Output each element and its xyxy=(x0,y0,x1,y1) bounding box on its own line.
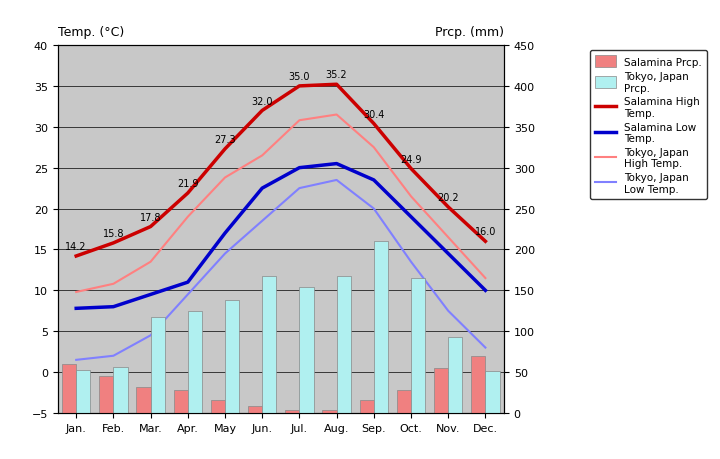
Text: 17.8: 17.8 xyxy=(140,212,161,222)
Text: 27.3: 27.3 xyxy=(214,134,236,145)
Bar xyxy=(285,410,300,413)
Bar xyxy=(374,242,388,413)
Bar xyxy=(248,407,262,413)
Text: 35.0: 35.0 xyxy=(289,72,310,82)
Bar xyxy=(76,371,90,413)
Bar xyxy=(336,276,351,413)
Bar xyxy=(174,390,188,413)
Bar xyxy=(434,368,448,413)
Text: 20.2: 20.2 xyxy=(437,193,459,202)
Bar xyxy=(62,364,76,413)
Bar xyxy=(113,367,127,413)
Bar xyxy=(225,301,239,413)
Text: 32.0: 32.0 xyxy=(251,96,273,106)
Text: 24.9: 24.9 xyxy=(400,154,422,164)
Bar xyxy=(99,376,113,413)
Bar xyxy=(150,317,165,413)
Bar xyxy=(211,400,225,413)
Text: 14.2: 14.2 xyxy=(66,241,87,252)
Bar xyxy=(262,276,276,413)
Bar xyxy=(448,337,462,413)
Bar xyxy=(323,410,336,413)
Bar xyxy=(188,311,202,413)
Text: Prcp. (mm): Prcp. (mm) xyxy=(435,26,504,39)
Text: 35.2: 35.2 xyxy=(325,70,348,80)
Bar xyxy=(397,390,411,413)
Text: 21.9: 21.9 xyxy=(177,179,199,189)
Bar xyxy=(137,387,150,413)
Bar xyxy=(472,356,485,413)
Bar xyxy=(411,279,425,413)
Bar xyxy=(360,400,374,413)
Text: 16.0: 16.0 xyxy=(474,227,496,237)
Text: 15.8: 15.8 xyxy=(103,229,124,239)
Bar xyxy=(300,287,313,413)
Text: Temp. (°C): Temp. (°C) xyxy=(58,26,124,39)
Legend: Salamina Prcp., Tokyo, Japan
Prcp., Salamina High
Temp., Salamina Low
Temp., Tok: Salamina Prcp., Tokyo, Japan Prcp., Sala… xyxy=(590,51,707,200)
Bar xyxy=(485,371,500,413)
Text: 30.4: 30.4 xyxy=(363,109,384,119)
